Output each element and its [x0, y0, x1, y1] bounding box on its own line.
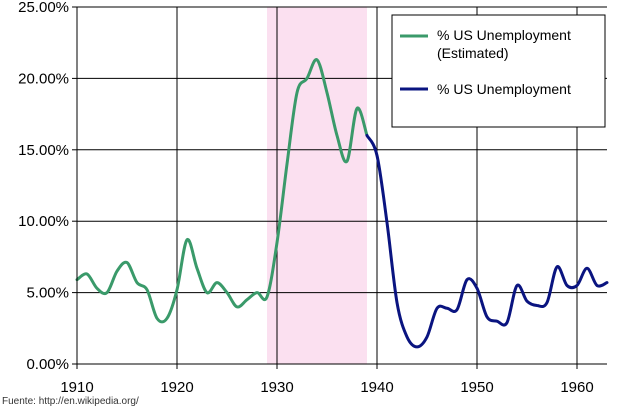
x-tick-label: 1960: [560, 379, 593, 396]
legend-label: % US Unemployment: [437, 27, 571, 43]
series-line-unemployment: [365, 134, 609, 349]
legend: % US Unemployment (Estimated) % US Unemplo…: [391, 14, 606, 128]
tick-labels: 0.00% 5.00% 10.00% 15.00% 20.00% 25.00% 1910 19…: [18, 0, 594, 396]
axes: [72, 6, 607, 369]
series-lines: [75, 58, 609, 349]
y-tick-label: 5.00%: [26, 285, 69, 302]
x-tick-label: 1940: [360, 379, 393, 396]
legend-label: (Estimated): [437, 45, 509, 61]
x-tick-label: 1920: [160, 379, 193, 396]
y-tick-label: 10.00%: [18, 213, 69, 230]
source-note: Fuente: http://en.wikipedia.org/: [2, 396, 139, 407]
legend-label: % US Unemployment: [437, 81, 571, 97]
y-tick-label: 0.00%: [26, 356, 69, 373]
series-line-estimated: [75, 58, 369, 324]
y-tick-label: 15.00%: [18, 142, 69, 159]
x-tick-label: 1950: [460, 379, 493, 396]
y-tick-label: 20.00%: [18, 70, 69, 87]
legend-box: [391, 14, 606, 128]
x-tick-label: 1930: [260, 379, 293, 396]
y-tick-label: 25.00%: [18, 0, 69, 16]
x-tick-label: 1910: [60, 379, 93, 396]
